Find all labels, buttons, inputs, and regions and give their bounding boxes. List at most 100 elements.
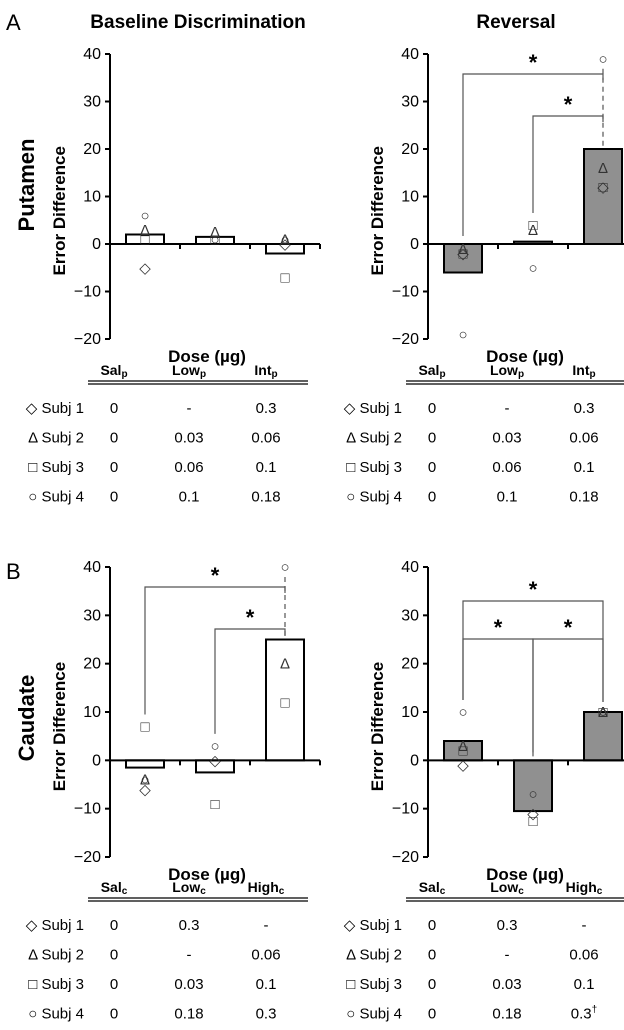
table-row-label: ○ Subj 4	[346, 489, 402, 506]
table-column-header: Lowc	[172, 879, 206, 897]
table-cell: 0.06	[492, 459, 521, 476]
table-cell: 0	[110, 917, 118, 934]
table-row-label: ○ Subj 4	[28, 1006, 84, 1023]
table-row-label: □ Subj 3	[346, 459, 402, 476]
table-cell: 0	[110, 400, 118, 417]
subject-marker-subj3: □	[140, 719, 149, 736]
table-cell: 0	[428, 400, 436, 417]
table-cell: 0	[428, 976, 436, 993]
table-cell: 0.3	[179, 917, 200, 934]
subject-marker-subj3: □	[528, 217, 537, 234]
table-row-label: Δ Subj 2	[28, 430, 84, 447]
subject-marker-subj1: ◇	[209, 752, 221, 769]
table-cell: 0.1	[574, 976, 595, 993]
subject-marker-subj2: Δ	[140, 222, 150, 239]
table-column-header: Salc	[101, 879, 128, 897]
table-cell: -	[187, 947, 192, 964]
significance-star: *	[246, 605, 255, 630]
y-tick-label: 30	[401, 94, 419, 111]
subject-marker-subj4: ○	[458, 326, 467, 343]
bar-highc	[265, 638, 305, 762]
table-cell: 0.1	[574, 459, 595, 476]
y-tick-label: −10	[74, 284, 101, 301]
table-cell: 0.03	[174, 430, 203, 447]
subject-marker-subj2: Δ	[598, 704, 608, 721]
x-axis-label: Dose (µg)	[486, 865, 564, 884]
subject-marker-subj2: Δ	[210, 224, 220, 241]
table-cell: 0	[110, 1006, 118, 1023]
y-tick-label: −20	[74, 849, 101, 866]
y-axis-label: Error Difference	[368, 662, 387, 791]
table-cell: 0	[428, 430, 436, 447]
subject-marker-subj4: ○	[528, 786, 537, 803]
table-cell: 0	[428, 947, 436, 964]
table-cell: 0	[428, 917, 436, 934]
y-tick-label: 10	[83, 189, 101, 206]
x-axis-label: Dose (µg)	[168, 347, 246, 366]
table-column-header: Highc	[248, 879, 285, 897]
y-tick-label: 10	[83, 704, 101, 721]
subject-marker-subj3: □	[458, 743, 467, 760]
table-cell: 0.3	[574, 400, 595, 417]
row-label-putamen: Putamen	[14, 139, 39, 232]
table-column-header: Salc	[419, 879, 446, 897]
subject-marker-subj1: ◇	[139, 781, 151, 798]
subject-marker-subj3: □	[598, 179, 607, 196]
subject-marker-subj3: □	[528, 813, 537, 830]
y-tick-label: 0	[92, 236, 101, 253]
table-cell: 0.18	[569, 489, 598, 506]
subject-marker-subj2: Δ	[528, 222, 538, 239]
subject-marker-subj1: ◇	[597, 179, 609, 196]
table-cell: 0.1	[179, 489, 200, 506]
significance-star: *	[494, 615, 503, 640]
table-cell: 0.18	[251, 489, 280, 506]
y-tick-label: −20	[74, 331, 101, 348]
y-tick-label: 10	[401, 704, 419, 721]
subject-marker-subj3: □	[280, 269, 289, 286]
subject-marker-subj2: Δ	[458, 241, 468, 258]
subject-marker-subj1: ◇	[139, 260, 151, 277]
significance-bracket	[532, 638, 604, 753]
table-cell: 0	[110, 459, 118, 476]
table-row-label: ◇ Subj 1	[26, 917, 84, 934]
table-column-header: Intp	[254, 362, 277, 380]
y-axis-label: Error Difference	[50, 662, 69, 791]
subject-marker-subj4: ○	[140, 772, 149, 789]
y-tick-label: 30	[83, 94, 101, 111]
bar-salc	[125, 759, 165, 769]
y-tick-label: 40	[83, 46, 101, 63]
table-cell: 0	[428, 489, 436, 506]
subject-marker-subj4: ○	[210, 738, 219, 755]
table-column-header: Intp	[572, 362, 595, 380]
table-cell: -	[187, 400, 192, 417]
subject-marker-subj4: ○	[280, 231, 289, 248]
subject-marker-subj2: Δ	[280, 231, 290, 248]
table-cell: 0.1	[497, 489, 518, 506]
subject-marker-subj2: Δ	[140, 772, 150, 789]
y-tick-label: 0	[410, 752, 419, 769]
table-cell: 0.06	[569, 947, 598, 964]
table-cell: 0.3	[256, 1006, 277, 1023]
significance-star: *	[211, 563, 220, 588]
table-row-label: □ Subj 3	[28, 976, 84, 993]
table-cell: 0.1	[256, 976, 277, 993]
table-cell: 0.18	[492, 1006, 521, 1023]
table-cell: 0.18	[174, 1006, 203, 1023]
subject-marker-subj1: ◇	[457, 246, 469, 263]
table-column-header: Salp	[100, 362, 127, 380]
table-row-label: ◇ Subj 1	[26, 400, 84, 417]
table-column-header: Lowp	[490, 362, 524, 380]
significance-bracket	[462, 638, 534, 757]
table-column-header: Lowp	[172, 362, 206, 380]
significance-star: *	[529, 50, 538, 75]
y-tick-label: −10	[392, 801, 419, 818]
subject-marker-subj4: ○	[598, 704, 607, 721]
y-tick-label: −10	[74, 801, 101, 818]
subject-marker-subj3: □	[458, 246, 467, 263]
panel-letter-a: A	[6, 10, 21, 35]
